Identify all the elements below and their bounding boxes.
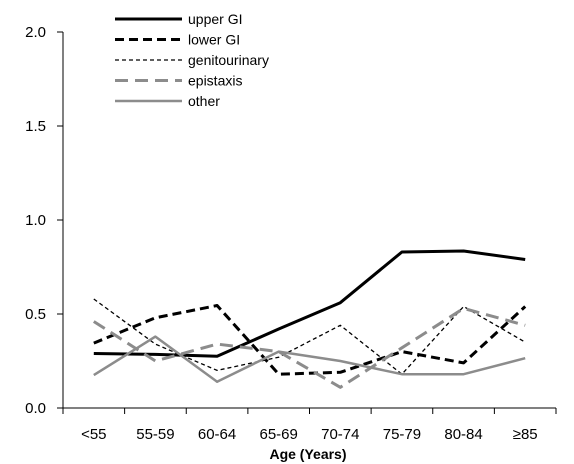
x-tick-label: <55 <box>81 426 106 443</box>
series-line-upper-gi <box>93 249 526 358</box>
x-tick-label: 80-84 <box>444 426 482 443</box>
legend-label: epistaxis <box>188 73 242 89</box>
legend: upper GI lower GI genitourinary epistaxis ot… <box>115 11 269 109</box>
legend-label: other <box>188 93 220 109</box>
x-axis-title: Age (Years) <box>269 446 346 462</box>
y-tick-label: 1.0 <box>25 212 46 229</box>
x-tick-label: 70-74 <box>321 426 359 443</box>
series-layer <box>92 249 527 389</box>
x-tick-label: 60-64 <box>198 426 236 443</box>
axes: 0.0 0.5 1.0 1.5 2.0 <55 55-59 60-64 65-69 70-74 75… <box>25 24 557 443</box>
y-tick-label: 2.0 <box>25 24 46 41</box>
series-line-epistaxis <box>92 306 526 389</box>
series-line-genitourinary <box>93 298 526 375</box>
legend-label: lower GI <box>188 32 240 48</box>
legend-label: genitourinary <box>188 52 269 68</box>
series-line-other <box>93 335 526 383</box>
legend-label: upper GI <box>188 11 242 27</box>
x-tick-label: 55-59 <box>136 426 174 443</box>
series-line-lower-gi <box>93 304 527 376</box>
y-tick-label: 0.0 <box>25 400 46 417</box>
y-tick-label: 1.5 <box>25 118 46 135</box>
x-tick-label: 65-69 <box>260 426 298 443</box>
x-tick-label: ≥85 <box>513 426 538 443</box>
y-tick-label: 0.5 <box>25 306 46 323</box>
x-tick-label: 75-79 <box>383 426 421 443</box>
